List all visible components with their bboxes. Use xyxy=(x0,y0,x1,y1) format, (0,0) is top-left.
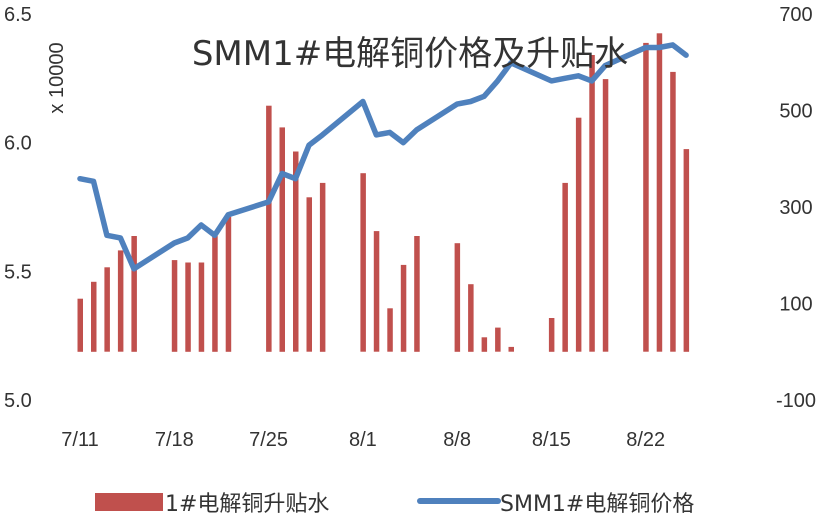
chart-title: SMM1#电解铜价格及升贴水 xyxy=(192,34,628,74)
bar xyxy=(414,236,420,352)
left-tick-label: 5.0 xyxy=(4,390,32,412)
legend: 1#电解铜升贴水 SMM1#电解铜价格 xyxy=(95,492,694,517)
bar-series xyxy=(77,33,690,352)
right-tick-label: -100 xyxy=(776,390,816,412)
left-axis-label: x 10000 xyxy=(46,42,68,113)
x-tick-label: 8/1 xyxy=(349,429,377,451)
right-tick-label: 500 xyxy=(779,101,812,123)
left-tick-label: 6.5 xyxy=(4,4,32,26)
bar xyxy=(77,298,83,352)
bar xyxy=(360,173,366,352)
bar xyxy=(293,151,299,352)
x-tick-label: 8/15 xyxy=(532,429,571,451)
bar xyxy=(454,243,461,352)
x-tick-label: 7/11 xyxy=(61,429,98,451)
left-tick-label: 5.5 xyxy=(4,261,32,283)
bar xyxy=(198,262,205,352)
bar xyxy=(589,55,595,352)
bar xyxy=(602,79,609,352)
bar xyxy=(548,318,555,352)
x-tick-label: 8/8 xyxy=(443,429,471,451)
bar xyxy=(306,197,312,352)
right-tick-label: 300 xyxy=(779,197,812,219)
x-tick-label: 8/22 xyxy=(626,429,665,451)
bar xyxy=(104,267,110,352)
bar xyxy=(400,264,407,352)
legend-line-label: SMM1#电解铜价格 xyxy=(500,492,694,517)
bar xyxy=(643,42,649,352)
right-tick-label: 100 xyxy=(779,294,812,316)
bar xyxy=(225,216,232,352)
bar xyxy=(481,337,488,352)
bar xyxy=(279,127,285,352)
bar xyxy=(319,182,326,352)
bar xyxy=(212,236,218,352)
bar xyxy=(656,33,663,352)
line-series xyxy=(77,42,689,272)
bar xyxy=(266,105,272,352)
x-tick-label: 7/25 xyxy=(249,429,288,451)
legend-bar-swatch xyxy=(95,493,163,511)
price-line xyxy=(77,42,689,272)
bar xyxy=(373,231,380,352)
bar xyxy=(575,117,582,352)
bar xyxy=(171,260,178,352)
bar xyxy=(562,182,568,352)
x-axis-ticks: 7/11 7/18 7/25 8/1 8/8 8/15 8/22 xyxy=(61,429,665,451)
bar xyxy=(670,71,676,352)
bar xyxy=(131,236,137,352)
bar xyxy=(495,327,501,352)
left-axis-ticks: 5.0 5.5 6.0 6.5 xyxy=(4,4,32,412)
legend-bar-label: 1#电解铜升贴水 xyxy=(165,492,329,517)
x-tick-label: 7/18 xyxy=(155,429,194,451)
bar xyxy=(117,250,124,352)
bar xyxy=(468,284,474,352)
right-tick-label: 700 xyxy=(779,4,812,26)
bar xyxy=(91,281,97,352)
right-axis-ticks: -100 100 300 500 700 xyxy=(776,4,816,412)
bar xyxy=(683,149,690,352)
bar xyxy=(508,346,514,352)
bar xyxy=(185,262,191,352)
left-tick-label: 6.0 xyxy=(4,133,32,155)
bar xyxy=(387,308,393,352)
